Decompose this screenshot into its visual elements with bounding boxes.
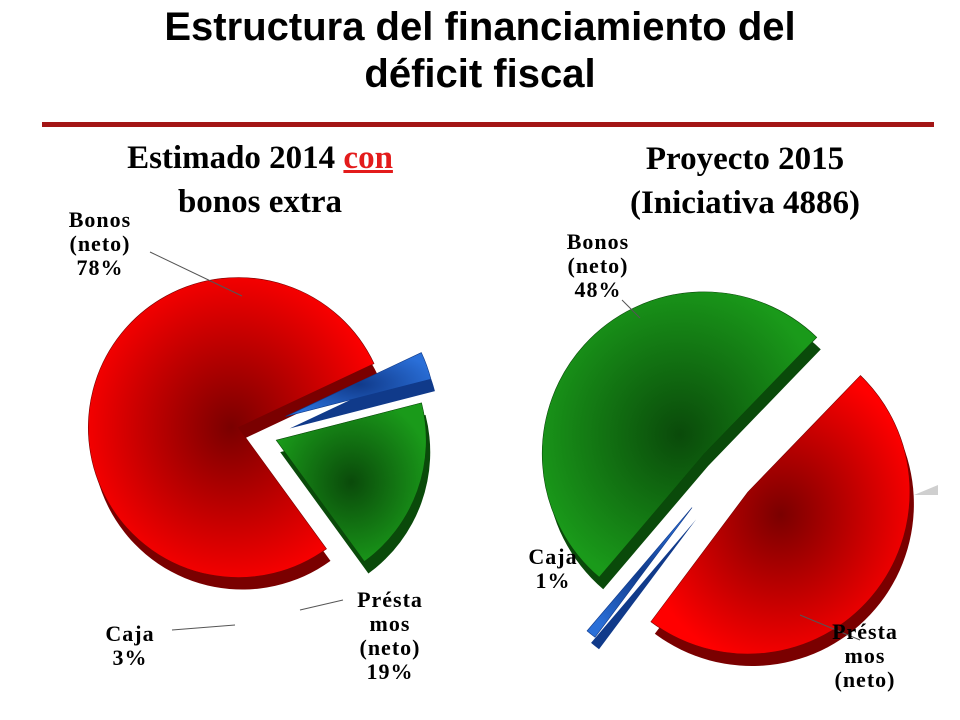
chart-2015-label-prestamos: Présta mos (neto)	[810, 620, 920, 692]
leader-2015-prestamos	[799, 614, 861, 641]
pie-2015-label-caja-line: Caja	[528, 544, 578, 569]
pie-2015-label-prestamos-line: mos	[844, 643, 886, 668]
pie-2014-label-prestamos-line: Présta	[357, 587, 423, 612]
chart-2015-label-caja: Caja 1%	[508, 545, 598, 593]
chart-2015-subtitle-line1: Proyecto 2015	[645, 141, 845, 177]
decorative-shape	[914, 485, 938, 495]
slide-title-line1: Estructura del financiamiento del	[164, 5, 796, 49]
chart-2014-label-caja: Caja 3%	[80, 622, 180, 670]
leader-2014-bonos	[149, 251, 243, 297]
chart-2014-label-bonos: Bonos (neto) 78%	[50, 208, 150, 280]
chart-2014-subtitle: Estimado 2014 con bonos extra	[80, 136, 440, 224]
pie-2014-label-caja-line: Caja	[105, 621, 155, 646]
pie-2014-label-caja-line: 3%	[112, 645, 148, 670]
pie-chart-2014	[88, 277, 435, 590]
leader-2014-caja	[171, 624, 236, 631]
chart-2014-subtitle-highlight: con	[343, 140, 393, 176]
slide-title-line2: déficit fiscal	[364, 52, 596, 96]
title-divider	[42, 122, 934, 127]
pie-2014-label-bonos-line: Bonos	[68, 207, 132, 232]
pie-2015-label-prestamos-line: Présta	[832, 619, 898, 644]
pie-2015-label-prestamos-line: (neto)	[834, 667, 896, 692]
pie-2015-slice-bonos	[650, 375, 911, 655]
pie-2015-slice-caja-side	[591, 519, 697, 650]
pie-2015-label-bonos-line: Bonos	[566, 229, 630, 254]
pie-2015-slice-prestamos	[541, 291, 818, 578]
chart-2014-subtitle-line2: bonos extra	[177, 184, 343, 220]
chart-2015-subtitle-line2: (Iniciativa 4886)	[629, 185, 861, 221]
slide-title: Estructura del financiamiento del défici…	[20, 4, 940, 98]
leader-2014-prestamos	[299, 599, 344, 611]
chart-2014-label-prestamos: Présta mos (neto) 19%	[335, 588, 445, 684]
pie-2014-slice-prestamos	[275, 402, 427, 562]
pie-2014-label-prestamos-line: 19%	[366, 659, 414, 684]
pie-2014-slice-caja	[285, 352, 432, 417]
pie-2015-slice-caja	[586, 507, 693, 638]
pie-2014-label-bonos-line: 78%	[76, 255, 124, 280]
pie-2015-label-bonos-line: 48%	[574, 277, 622, 302]
pie-2015-label-bonos-line: (neto)	[567, 253, 629, 278]
pie-chart-2015	[541, 291, 914, 667]
pie-2014-label-prestamos-line: mos	[369, 611, 411, 636]
chart-2015-subtitle: Proyecto 2015 (Iniciativa 4886)	[575, 137, 915, 225]
pie-2014-label-prestamos-line: (neto)	[359, 635, 421, 660]
chart-2014-subtitle-main: Estimado 2014	[127, 140, 344, 176]
pie-2014-slice-bonos	[88, 277, 375, 578]
pie-2015-label-caja-line: 1%	[535, 568, 571, 593]
pie-2014-label-bonos-line: (neto)	[69, 231, 131, 256]
leader-2015-bonos	[621, 299, 641, 319]
chart-2015-label-bonos: Bonos (neto) 48%	[548, 230, 648, 302]
